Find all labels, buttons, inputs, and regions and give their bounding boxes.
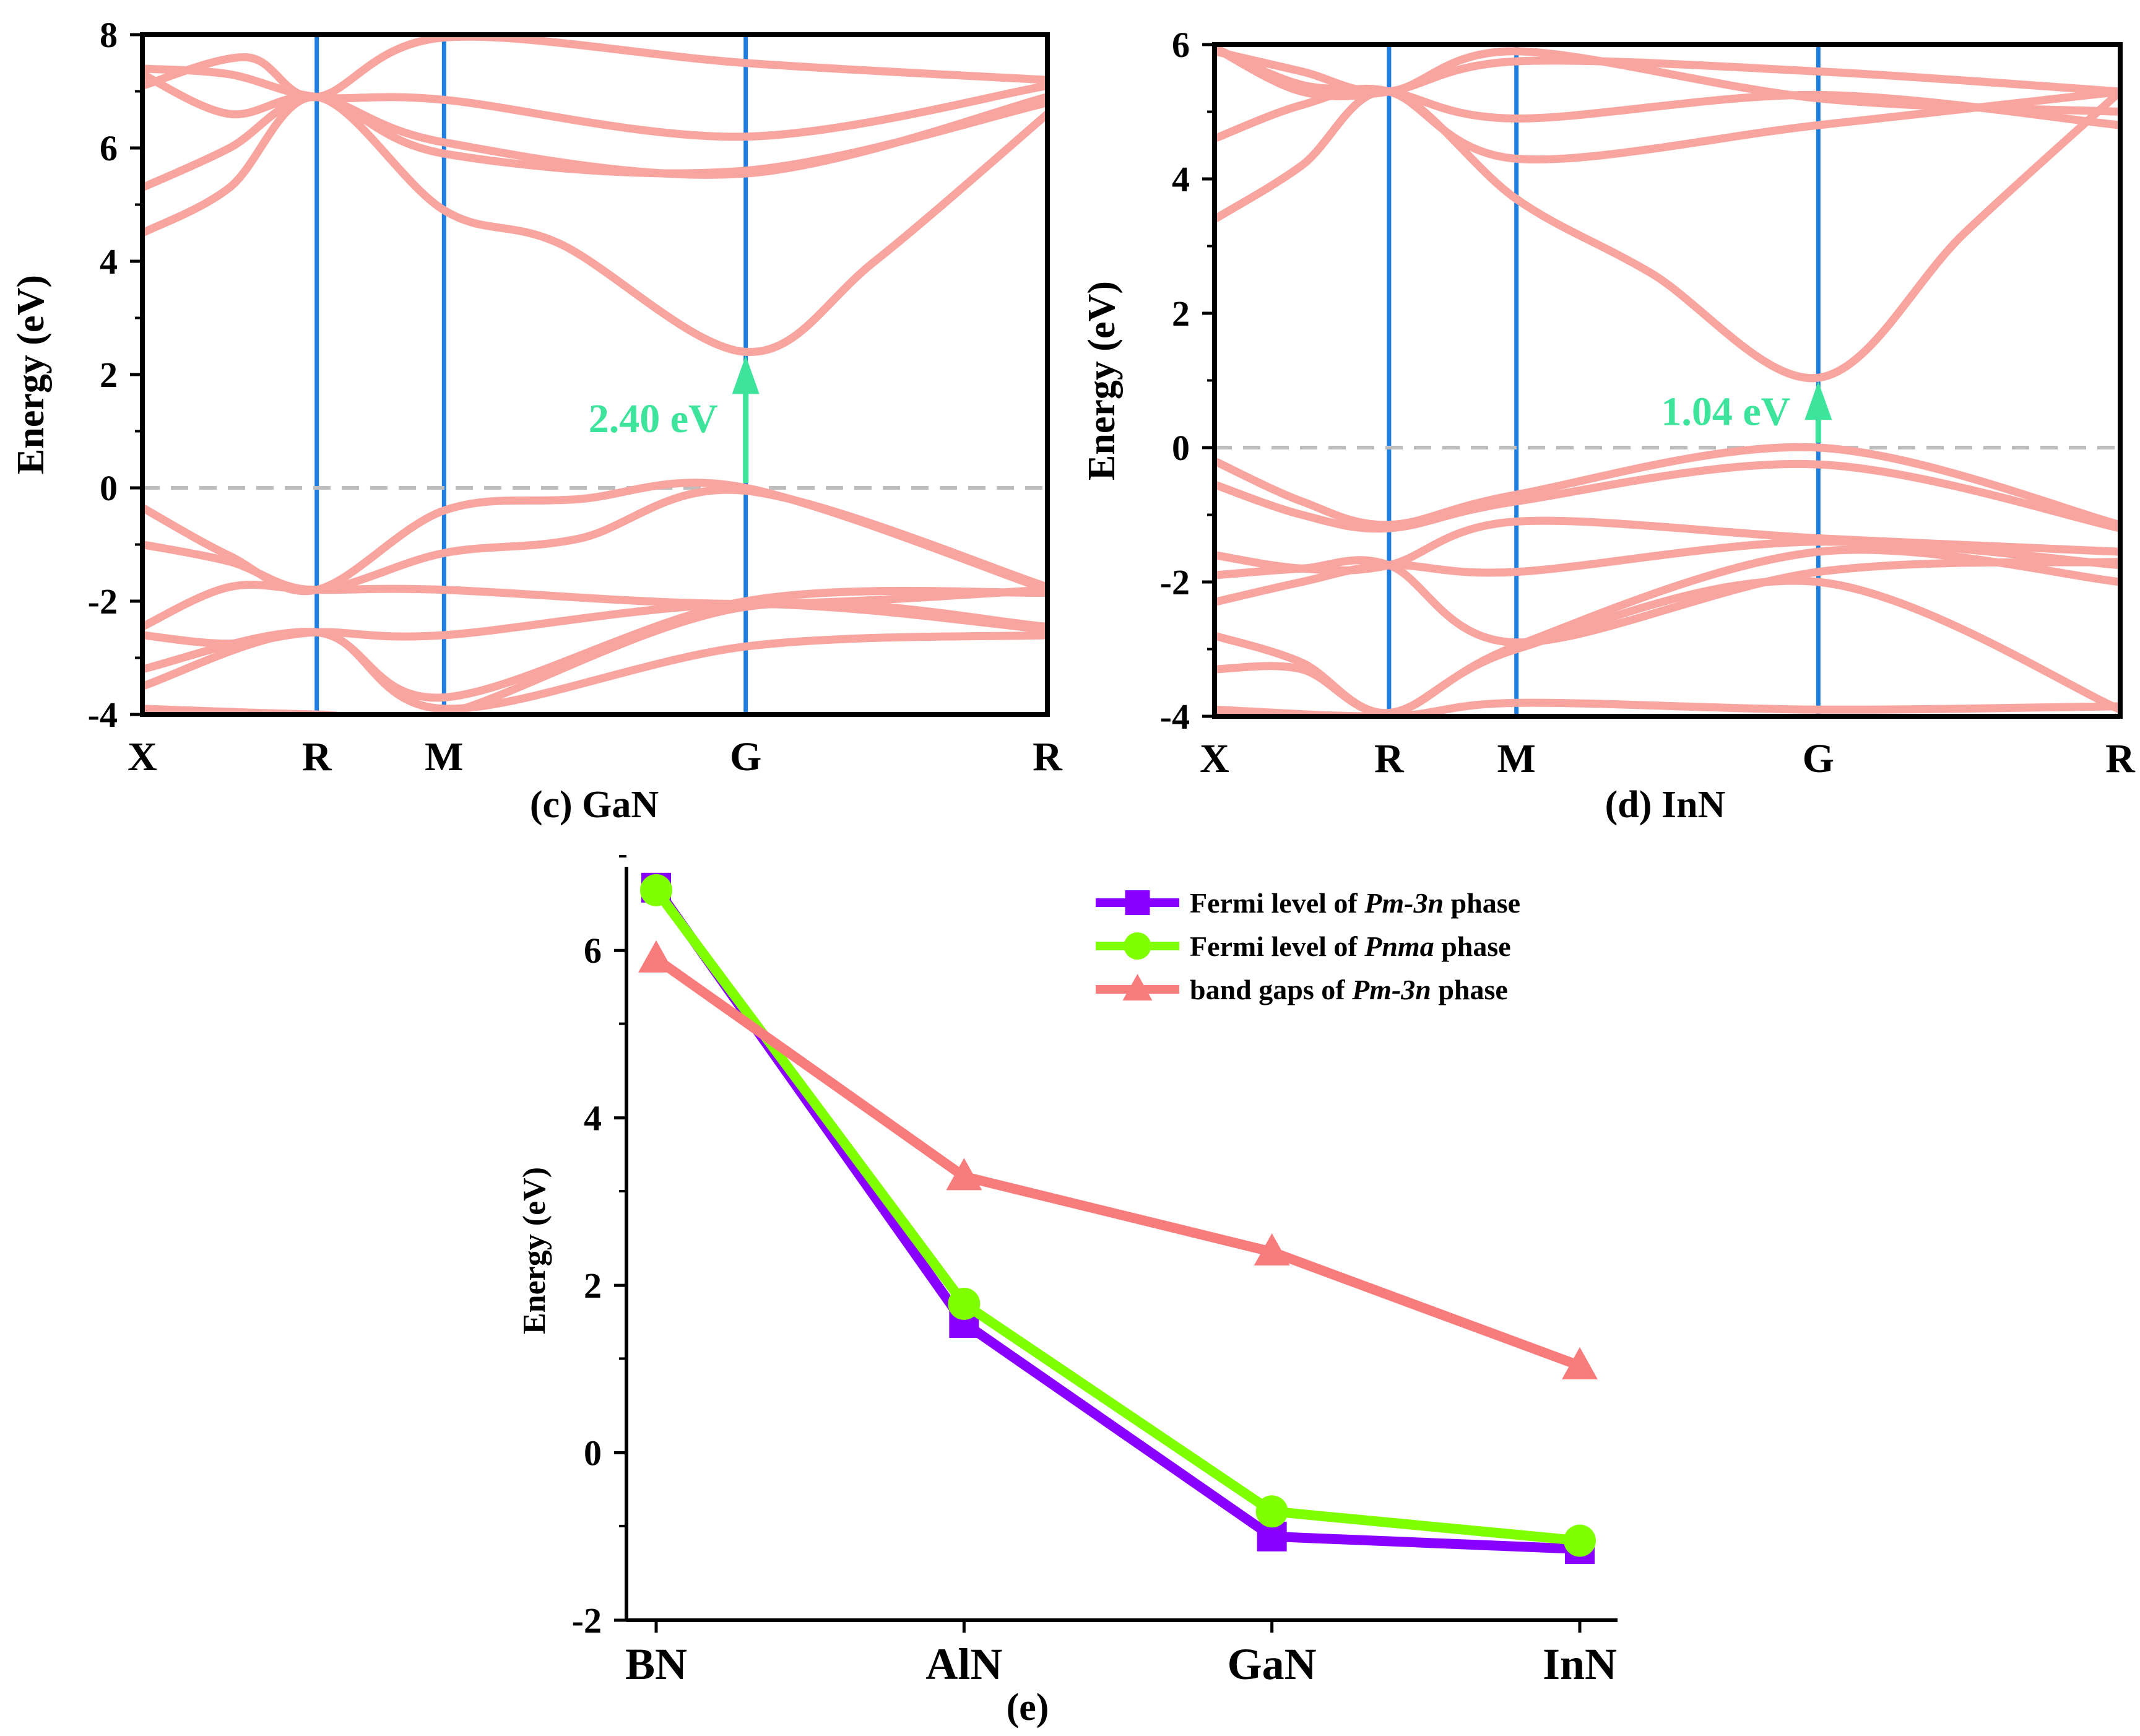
band-line <box>142 599 1047 714</box>
band-line <box>1215 537 2120 606</box>
band-line <box>142 35 1047 102</box>
k-point-label: R <box>302 734 332 779</box>
data-point-circle <box>1255 1495 1288 1528</box>
series-line <box>652 885 1580 1555</box>
data-point-circle <box>640 874 672 906</box>
band-line <box>1215 87 2120 383</box>
data-point-circle <box>948 1287 981 1320</box>
data-point-triangle <box>946 1158 982 1191</box>
band-line <box>1215 45 2120 100</box>
y-axis-label: Energy (eV) <box>10 275 52 474</box>
y-tick-label: 4 <box>1172 159 1190 199</box>
y-tick-label: -4 <box>1160 697 1190 737</box>
legend-label-suffix: phase <box>1431 974 1508 1005</box>
y-tick-label: 0 <box>100 468 118 508</box>
gap-arrow-head <box>1804 381 1832 420</box>
plot-area <box>1215 45 2120 716</box>
y-tick-label: 6 <box>100 128 118 168</box>
legend-label-phase: Pm-3n <box>1364 887 1444 919</box>
data-point-triangle <box>1254 1233 1290 1266</box>
band-line <box>142 600 1047 648</box>
legend-label-prefix: band gaps of <box>1190 974 1352 1005</box>
legend-marker-triangle <box>1122 974 1153 1000</box>
y-tick-label: 0 <box>584 1433 602 1473</box>
y-tick-label: 6 <box>1172 25 1190 65</box>
y-tick-label: 8 <box>100 15 118 55</box>
y-tick-label: 4 <box>100 241 118 282</box>
k-point-label: G <box>730 734 761 779</box>
plot-area <box>142 35 1047 714</box>
data-point-triangle <box>638 940 674 973</box>
series-line <box>653 955 1582 1371</box>
k-point-label: X <box>128 734 157 779</box>
k-point-label: M <box>425 734 463 779</box>
band-line <box>142 628 1047 713</box>
k-point-label: M <box>1497 736 1536 781</box>
k-point-label: R <box>2105 736 2136 781</box>
band-line <box>1215 443 2120 529</box>
y-tick-label: -4 <box>88 695 118 735</box>
band-line <box>142 64 1047 141</box>
legend-label-phase: Pnma <box>1364 931 1434 962</box>
chart-d: -4 -2 0 2 4 6 Energy (eV) (d) InN 1.04 eV X R M G R <box>1081 25 2136 826</box>
plot-frame <box>140 32 1050 717</box>
data-point-circle <box>1564 1524 1596 1557</box>
category-label: AlN <box>925 1639 1002 1689</box>
category-label: BN <box>625 1639 687 1689</box>
band-gap-label: 1.04 eV <box>1661 389 1790 435</box>
gap-arrow-head <box>732 355 760 394</box>
plot-frame <box>1212 42 2123 719</box>
band-line <box>142 70 1047 179</box>
y-tick-label: 2 <box>100 355 118 395</box>
y-tick-label: -2 <box>572 1600 602 1641</box>
legend-label: Fermi level of Pnma phase <box>1190 931 1511 962</box>
band-line <box>142 485 1047 594</box>
plot-area <box>638 872 1598 1565</box>
y-tick-label: -2 <box>1160 562 1190 602</box>
category-label: InN <box>1543 1639 1617 1689</box>
panel-caption: (d) InN <box>1605 784 1726 826</box>
band-line <box>1215 459 2120 533</box>
panel-caption: (c) GaN <box>530 784 659 826</box>
legend-label: Fermi level of Pm-3n phase <box>1190 887 1520 919</box>
y-tick-label: -2 <box>88 581 118 622</box>
y-tick-label: 2 <box>584 1265 602 1306</box>
y-tick-label: 0 <box>1172 428 1190 468</box>
k-point-label: G <box>1803 736 1834 781</box>
legend-label-prefix: Fermi level of <box>1190 931 1364 962</box>
category-label: GaN <box>1228 1639 1317 1689</box>
chart-c: -4 -2 0 2 4 6 8 Energy (eV) (c) GaN 2.40 eV X R M G R <box>10 15 1063 826</box>
band-line <box>142 93 1047 356</box>
legend-label-prefix: Fermi level of <box>1190 887 1364 919</box>
k-point-label: X <box>1200 736 1229 781</box>
series-line <box>652 887 1580 1546</box>
band-gap-label: 2.40 eV <box>589 396 718 441</box>
legend-marker-square <box>1125 890 1150 915</box>
y-axis-label: Energy (eV) <box>1081 281 1123 480</box>
band-line <box>1215 576 2120 716</box>
data-point-triangle <box>1562 1347 1598 1379</box>
band-line <box>1215 84 2120 164</box>
y-tick-label: 2 <box>1172 293 1190 334</box>
legend-marker-circle <box>1124 932 1151 960</box>
panel-caption: (e) <box>1007 1686 1049 1729</box>
legend-label-suffix: phase <box>1444 887 1520 919</box>
k-point-label: R <box>1033 734 1063 779</box>
legend-label: band gaps of Pm-3n phase <box>1190 974 1508 1005</box>
k-point-label: R <box>1374 736 1405 781</box>
y-tick-label: 6 <box>584 931 602 971</box>
legend-label-phase: Pm-3n <box>1351 974 1431 1005</box>
chart-e: -2 0 2 4 6 Energy (eV) (e) BN AlN GaN InN Fermi lev… <box>517 855 1618 1729</box>
band-line <box>1215 47 2120 116</box>
y-tick-label: 4 <box>584 1098 602 1139</box>
legend-label-suffix: phase <box>1434 931 1511 962</box>
band-line <box>142 581 1047 631</box>
y-axis-label: Energy (eV) <box>517 1167 552 1334</box>
